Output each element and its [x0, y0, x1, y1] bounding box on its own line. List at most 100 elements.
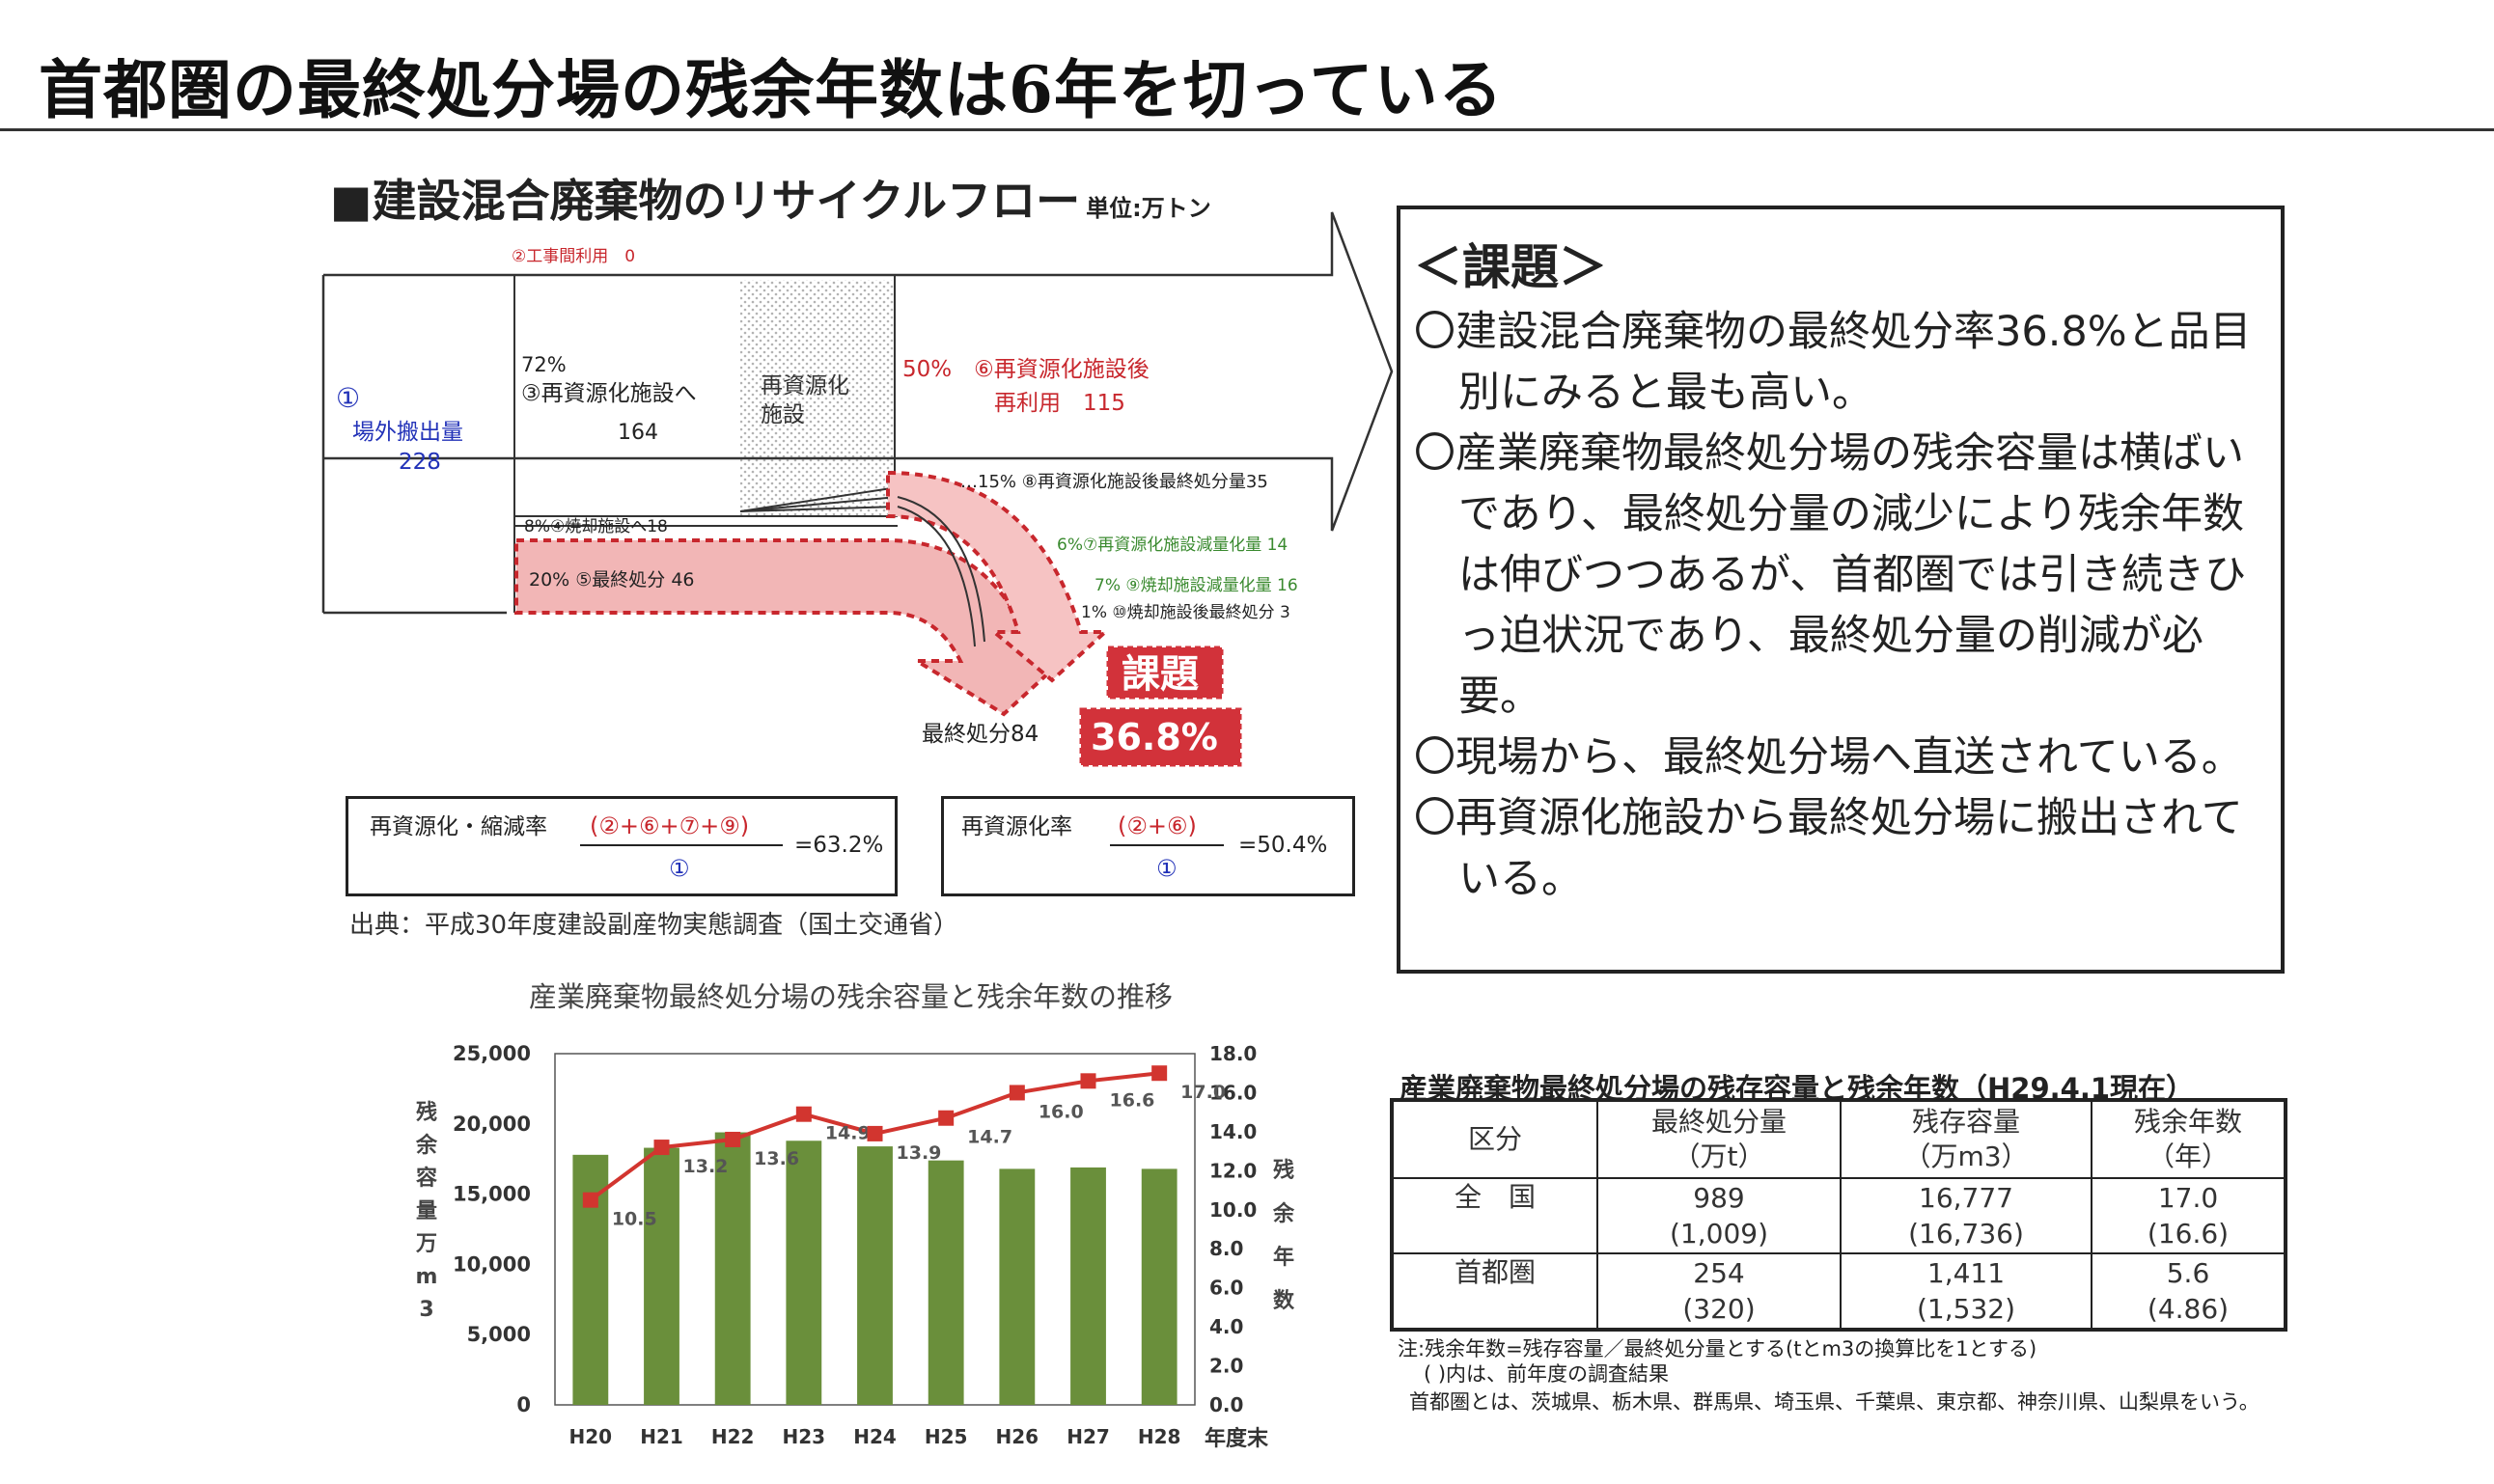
bar — [1070, 1167, 1106, 1405]
y2-tick-label: 14.0 — [1209, 1120, 1257, 1143]
flow-heading-text: ■建設混合廃棄物のリサイクルフロー — [330, 175, 1081, 227]
kadai-item: 〇建設混合廃棄物の最終処分率36.8%と品目別にみると最も高い。 — [1414, 308, 2252, 417]
table-row: 首都圏 254 (320) 1,411 (1,532) 5.6 (4.86) — [1391, 1252, 2286, 1331]
label-facility-2: 施設 — [761, 402, 805, 427]
label-reduction7: 6%⑦再資源化施設減量化量 14 — [1057, 536, 1288, 555]
fan-line-2 — [739, 496, 899, 512]
years-point — [867, 1125, 883, 1141]
formula1-numer: (②+⑥+⑦+⑨) — [590, 812, 749, 839]
bar — [928, 1160, 964, 1405]
data-label: 17.0 — [1180, 1082, 1226, 1103]
data-label: 13.9 — [897, 1142, 942, 1164]
y2-tick-label: 0.0 — [1209, 1393, 1243, 1416]
y-axis-title-char: 万 — [415, 1232, 437, 1256]
y-tick-label: 10,000 — [453, 1252, 531, 1276]
data-label: 13.2 — [683, 1156, 729, 1177]
formula2-numer: (②+⑥) — [1118, 812, 1197, 839]
y-axis-title-char: 残 — [416, 1100, 437, 1125]
curve-line-1 — [897, 496, 985, 643]
table-cell: 989 (1,009) — [1596, 1177, 1842, 1254]
table-header-row: 区分 最終処分量 （万t） 残存容量 （万m3） 残余年数 （年） — [1391, 1099, 2286, 1179]
table-cell: 254 (320) — [1596, 1252, 1842, 1331]
x-tick-label: H23 — [783, 1425, 826, 1448]
x-axis-title: 年度末 — [1205, 1426, 1269, 1451]
label-gaibu-1: 場外搬出量 — [352, 420, 463, 445]
y2-tick-label: 4.0 — [1209, 1315, 1243, 1338]
table-note: 首都圏とは、茨城県、栃木県、群馬県、埼玉県、千葉県、東京都、神奈川県、山梨県をい… — [1409, 1390, 2259, 1414]
table-header: 区分 — [1391, 1099, 1598, 1179]
y-tick-label: 15,000 — [453, 1183, 531, 1206]
data-label: 16.6 — [1110, 1089, 1155, 1111]
kadai-item: 〇再資源化施設から最終処分場に搬出されている。 — [1414, 794, 2243, 903]
bar — [644, 1147, 679, 1405]
facility-block — [740, 280, 895, 516]
flow-heading: ■建設混合廃棄物のリサイクルフロー 単位:万トン — [330, 166, 1211, 230]
title-divider — [0, 128, 2494, 131]
label-reduction9: 7% ⑨焼却施設減量化量 16 — [1095, 576, 1298, 595]
x-tick-label: H25 — [925, 1425, 968, 1448]
label-final-total: 最終処分84 — [922, 722, 1039, 747]
kadai-box: ＜課題＞ 〇建設混合廃棄物の最終処分率36.8%と品目別にみると最も高い。 〇産… — [1397, 206, 2285, 974]
y-tick-label: 5,000 — [467, 1323, 531, 1346]
kadai-stamp-box — [1106, 646, 1224, 700]
label-final10: 1% ⑩焼却施設後最終処分 3 — [1081, 603, 1290, 622]
table-header: 残存容量 （万m3） — [1840, 1099, 2092, 1179]
data-label: 13.6 — [754, 1148, 799, 1169]
label-to-fac: ③再資源化施設へ — [521, 381, 697, 406]
bar — [714, 1132, 751, 1405]
formula1-label: 再資源化・縮減率 — [370, 814, 547, 839]
data-label: 10.5 — [612, 1209, 657, 1230]
fan-line-3 — [739, 506, 899, 512]
y-axis-title-char: 量 — [416, 1199, 437, 1223]
final-disposal-arrow — [514, 538, 1067, 717]
y2-tick-label: 8.0 — [1209, 1237, 1243, 1260]
x-tick-label: H22 — [711, 1425, 755, 1448]
fan-line-1 — [739, 486, 899, 512]
years-point — [1009, 1085, 1025, 1101]
y2-tick-label: 10.0 — [1209, 1198, 1257, 1222]
chart-title: 産業廃棄物最終処分場の残余容量と残余年数の推移 — [529, 980, 1174, 1013]
data-label: 14.9 — [825, 1123, 871, 1144]
kadai-item: 〇現場から、最終処分場へ直送されている。 — [1414, 733, 2243, 782]
years-point — [653, 1140, 670, 1156]
label-reuse-2: 再利用 115 — [994, 391, 1125, 416]
label-final-after-fac: …15% ⑧再資源化施設後最終処分量35 — [960, 472, 1268, 492]
data-label: 14.7 — [967, 1127, 1012, 1148]
kadai-item: 〇産業廃棄物最終処分場の残余容量は横ばいであり、最終処分量の減少により残余年数は… — [1414, 429, 2247, 721]
x-tick-label: H27 — [1067, 1425, 1110, 1448]
y2-tick-label: 12.0 — [1209, 1159, 1257, 1182]
y2-axis-title-char: 年 — [1273, 1245, 1294, 1270]
y2-tick-label: 2.0 — [1209, 1355, 1243, 1378]
formula1-denom: ① — [669, 855, 690, 882]
table-header: 最終処分量 （万t） — [1596, 1099, 1842, 1179]
recycle-flow-diagram: ②工事間利用 0 ① 場外搬出量 228 72% ③再資源化施設へ 164 再資… — [321, 211, 1394, 767]
table-header: 残余年数 （年） — [2091, 1099, 2286, 1179]
x-tick-label: H21 — [640, 1425, 683, 1448]
label-gaibu-num: ① — [336, 382, 360, 414]
capacity-table: 区分 最終処分量 （万t） 残存容量 （万m3） 残余年数 （年） 全 国 989 (1… — [1390, 1098, 2287, 1332]
y2-axis-title-char: 数 — [1273, 1288, 1295, 1313]
table-cell: 16,777 (16,736) — [1840, 1177, 2092, 1254]
y2-tick-label: 6.0 — [1209, 1277, 1243, 1300]
y-tick-label: 25,000 — [453, 1042, 531, 1065]
years-point — [1151, 1065, 1168, 1082]
label-koji: ②工事間利用 0 — [512, 247, 635, 266]
flow-big-arrow — [323, 211, 1394, 532]
y-tick-label: 0 — [516, 1393, 531, 1416]
formula2-label: 再資源化率 — [961, 814, 1072, 839]
bar — [786, 1140, 822, 1405]
x-tick-label: H24 — [853, 1425, 897, 1448]
formula2-denom: ① — [1156, 855, 1178, 882]
table-row: 全 国 989 (1,009) 16,777 (16,736) 17.0 (16.6) — [1391, 1177, 2286, 1254]
kadai-pct: 36.8% — [1091, 716, 1218, 758]
kadai-pct-box — [1079, 707, 1242, 767]
y-axis-title-char: 3 — [419, 1298, 433, 1322]
label-to-fac-val: 164 — [618, 421, 658, 445]
table-note: ( )内は、前年度の調査結果 — [1424, 1362, 1670, 1386]
curve-line-2 — [897, 506, 976, 647]
table-cell: 1,411 (1,532) — [1840, 1252, 2092, 1331]
table-cell: 17.0 (16.6) — [2091, 1177, 2286, 1254]
years-point — [725, 1131, 741, 1147]
bar — [857, 1146, 893, 1405]
y-tick-label: 20,000 — [453, 1113, 531, 1136]
